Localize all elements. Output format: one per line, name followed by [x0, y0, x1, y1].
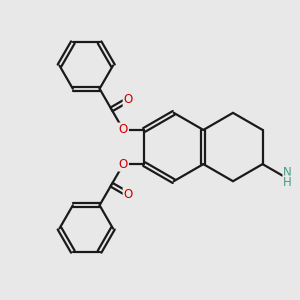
Text: O: O [124, 93, 133, 106]
Text: N: N [283, 166, 292, 179]
Text: H: H [283, 176, 292, 189]
Text: O: O [119, 123, 128, 136]
Text: O: O [124, 188, 133, 201]
Text: O: O [119, 158, 128, 171]
